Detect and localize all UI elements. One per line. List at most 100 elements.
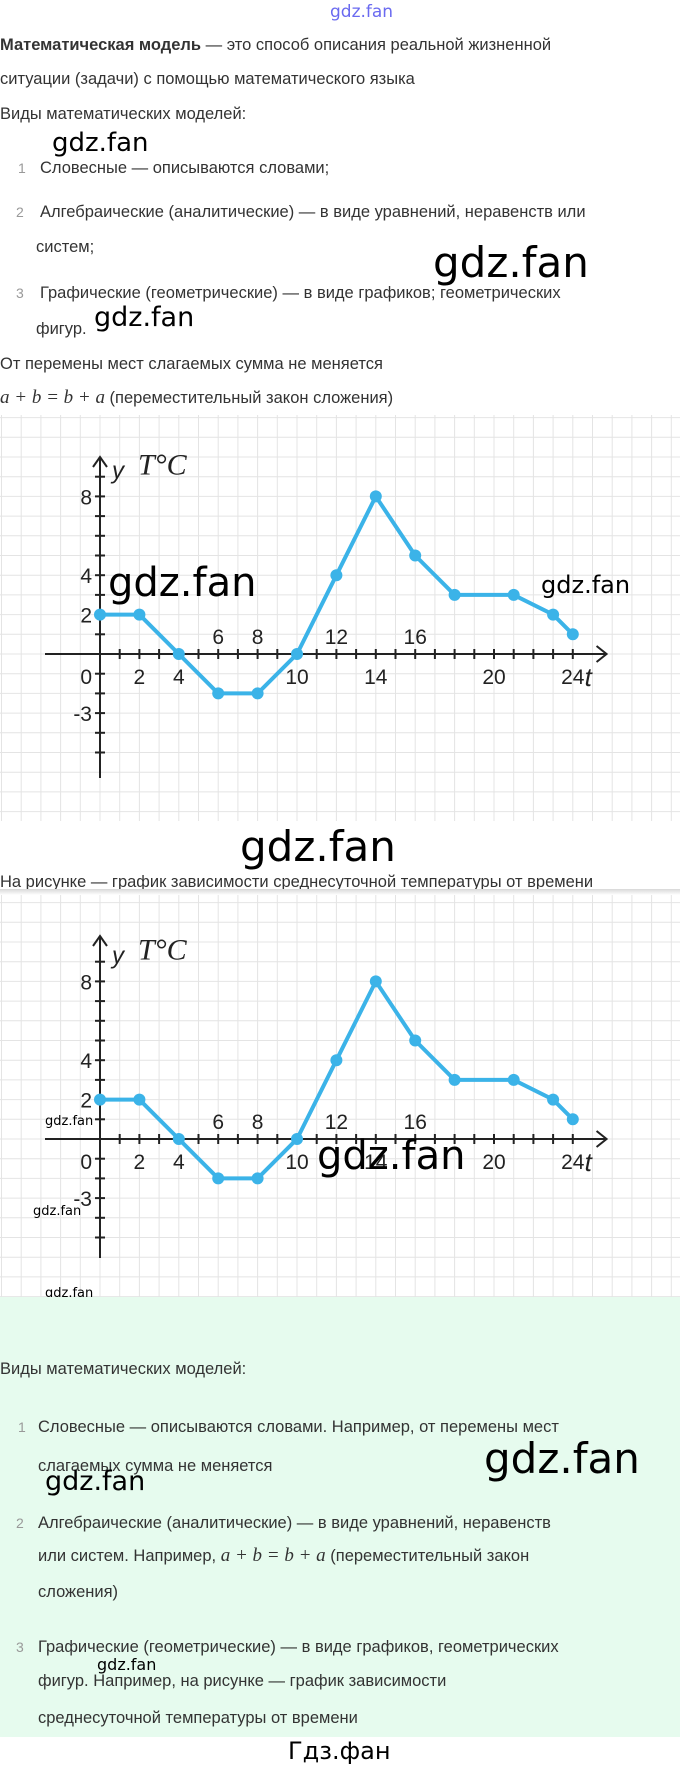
data-point [94, 608, 106, 621]
data-point [507, 588, 520, 601]
watermark: gdz.fan [45, 1114, 94, 1129]
types-heading: Виды математических моделей: [0, 105, 247, 123]
y-tick-label: 8 [80, 486, 92, 509]
x-axis-label: t [585, 1147, 594, 1177]
answer-item-cont: сложения) [38, 1583, 119, 1601]
data-point [133, 608, 146, 621]
watermark: gdz.fan [317, 1133, 466, 1179]
x-tick-label: 12 [325, 626, 348, 649]
list-number: 3 [16, 285, 24, 301]
data-point [251, 1172, 264, 1185]
data-point [330, 569, 343, 582]
answer-text: или систем. Например, [38, 1547, 221, 1565]
formula-note: (переместительный закон сложения) [104, 389, 394, 407]
watermark: gdz.fan [45, 1466, 146, 1497]
watermark: gdz.fan [541, 571, 631, 599]
term: Математическая модель [0, 36, 202, 54]
x-tick-label: 6 [212, 1111, 224, 1134]
x-tick-label: 14 [364, 1151, 388, 1174]
data-point [448, 588, 461, 601]
answer-item-cont: среднесуточной температуры от времени [38, 1709, 358, 1727]
list-number: 3 [16, 1639, 24, 1655]
caption: На рисунке — график зависимости среднесу… [0, 873, 594, 891]
y-tick-label: 8 [80, 971, 92, 994]
x-tick-label: 20 [482, 1151, 505, 1174]
watermark: Гдз.фан [288, 1737, 391, 1765]
y-tick-label: 2 [80, 605, 92, 628]
definition-line-2: ситуации (задачи) с помощью математическ… [0, 70, 415, 88]
x-axis-label: t [585, 662, 594, 692]
data-point [212, 1172, 225, 1185]
data-point [547, 608, 560, 621]
watermark: gdz.fan [240, 822, 396, 871]
x-tick-label: 16 [404, 1111, 427, 1134]
x-tick-label: 4 [173, 666, 185, 689]
formula-line: a + b = b + a (переместительный закон сл… [0, 388, 393, 408]
data-point [172, 648, 185, 660]
x-tick-label: 24 [561, 666, 585, 689]
answer-section [0, 1297, 680, 1737]
data-point [212, 687, 225, 700]
data-point [409, 549, 422, 562]
y-axis-arrow [92, 934, 108, 947]
y-axis-label: y [110, 943, 126, 970]
watermark: gdz.fan [484, 1434, 640, 1483]
y-tick-label: -3 [73, 703, 92, 726]
x-tick-label: 10 [285, 1151, 308, 1174]
watermark: gdz.fan [97, 1655, 157, 1674]
x-tick-label: 10 [285, 666, 308, 689]
x-tick-label: 20 [482, 666, 505, 689]
y-tick-label: -3 [73, 1188, 92, 1211]
definition-line-1: Математическая модель — это способ описа… [0, 35, 551, 55]
unit-label: T°C [138, 449, 188, 482]
list-number: 1 [18, 160, 26, 176]
unit-label: T°C [138, 934, 188, 967]
data-point [409, 1034, 422, 1047]
x-tick-label: 12 [325, 1111, 348, 1134]
definition-text: — это способ описания реальной жизненной [201, 36, 552, 54]
watermark: gdz.fan [33, 1204, 82, 1219]
list-item: Словесные — описываются словами; [40, 159, 330, 177]
data-point [291, 648, 303, 660]
list-number: 1 [18, 1419, 26, 1435]
formula: a + b = b + a [220, 1545, 326, 1566]
divider-shadow [0, 889, 680, 895]
answer-item: Алгебраические (аналитические) — в виде … [38, 1514, 551, 1532]
y-tick-label: 4 [80, 1050, 92, 1073]
data-point [369, 490, 382, 503]
y-axis-label: y [110, 458, 126, 485]
y-tick-label: 2 [80, 1090, 92, 1113]
data-point [251, 687, 264, 700]
watermark: gdz.fan [330, 2, 394, 22]
watermark: gdz.fan [94, 302, 195, 333]
data-point [133, 1093, 146, 1106]
data-point [369, 975, 382, 988]
x-tick-label: 8 [252, 1111, 264, 1134]
y-tick-label: 4 [80, 565, 92, 588]
answer-item-cont: слагаемых сумма не меняется [38, 1457, 273, 1475]
list-number: 2 [16, 204, 24, 220]
formula: a + b = b + a [0, 387, 105, 408]
data-point [291, 1133, 303, 1145]
data-point [330, 1054, 343, 1067]
y-tick-label: 0 [80, 1151, 92, 1174]
x-tick-label: 24 [561, 1151, 585, 1174]
x-tick-label: 4 [173, 1151, 185, 1174]
x-axis-arrow [595, 1130, 609, 1148]
x-tick-label: 2 [134, 1151, 146, 1174]
data-point [448, 1073, 461, 1086]
data-point [566, 628, 579, 641]
data-point [566, 1113, 579, 1126]
answer-heading: Виды математических моделей: [0, 1360, 247, 1378]
answer-item: Словесные — описываются словами. Наприме… [38, 1418, 559, 1436]
data-point [507, 1073, 520, 1086]
x-tick-label: 6 [212, 626, 224, 649]
watermark: gdz.fan [108, 560, 257, 606]
y-axis-arrow [92, 455, 108, 468]
x-tick-label: 2 [134, 666, 146, 689]
list-item-cont: систем; [36, 238, 95, 256]
watermark: gdz.fan [433, 238, 589, 287]
list-item: Алгебраические (аналитические) — в виде … [40, 203, 586, 221]
